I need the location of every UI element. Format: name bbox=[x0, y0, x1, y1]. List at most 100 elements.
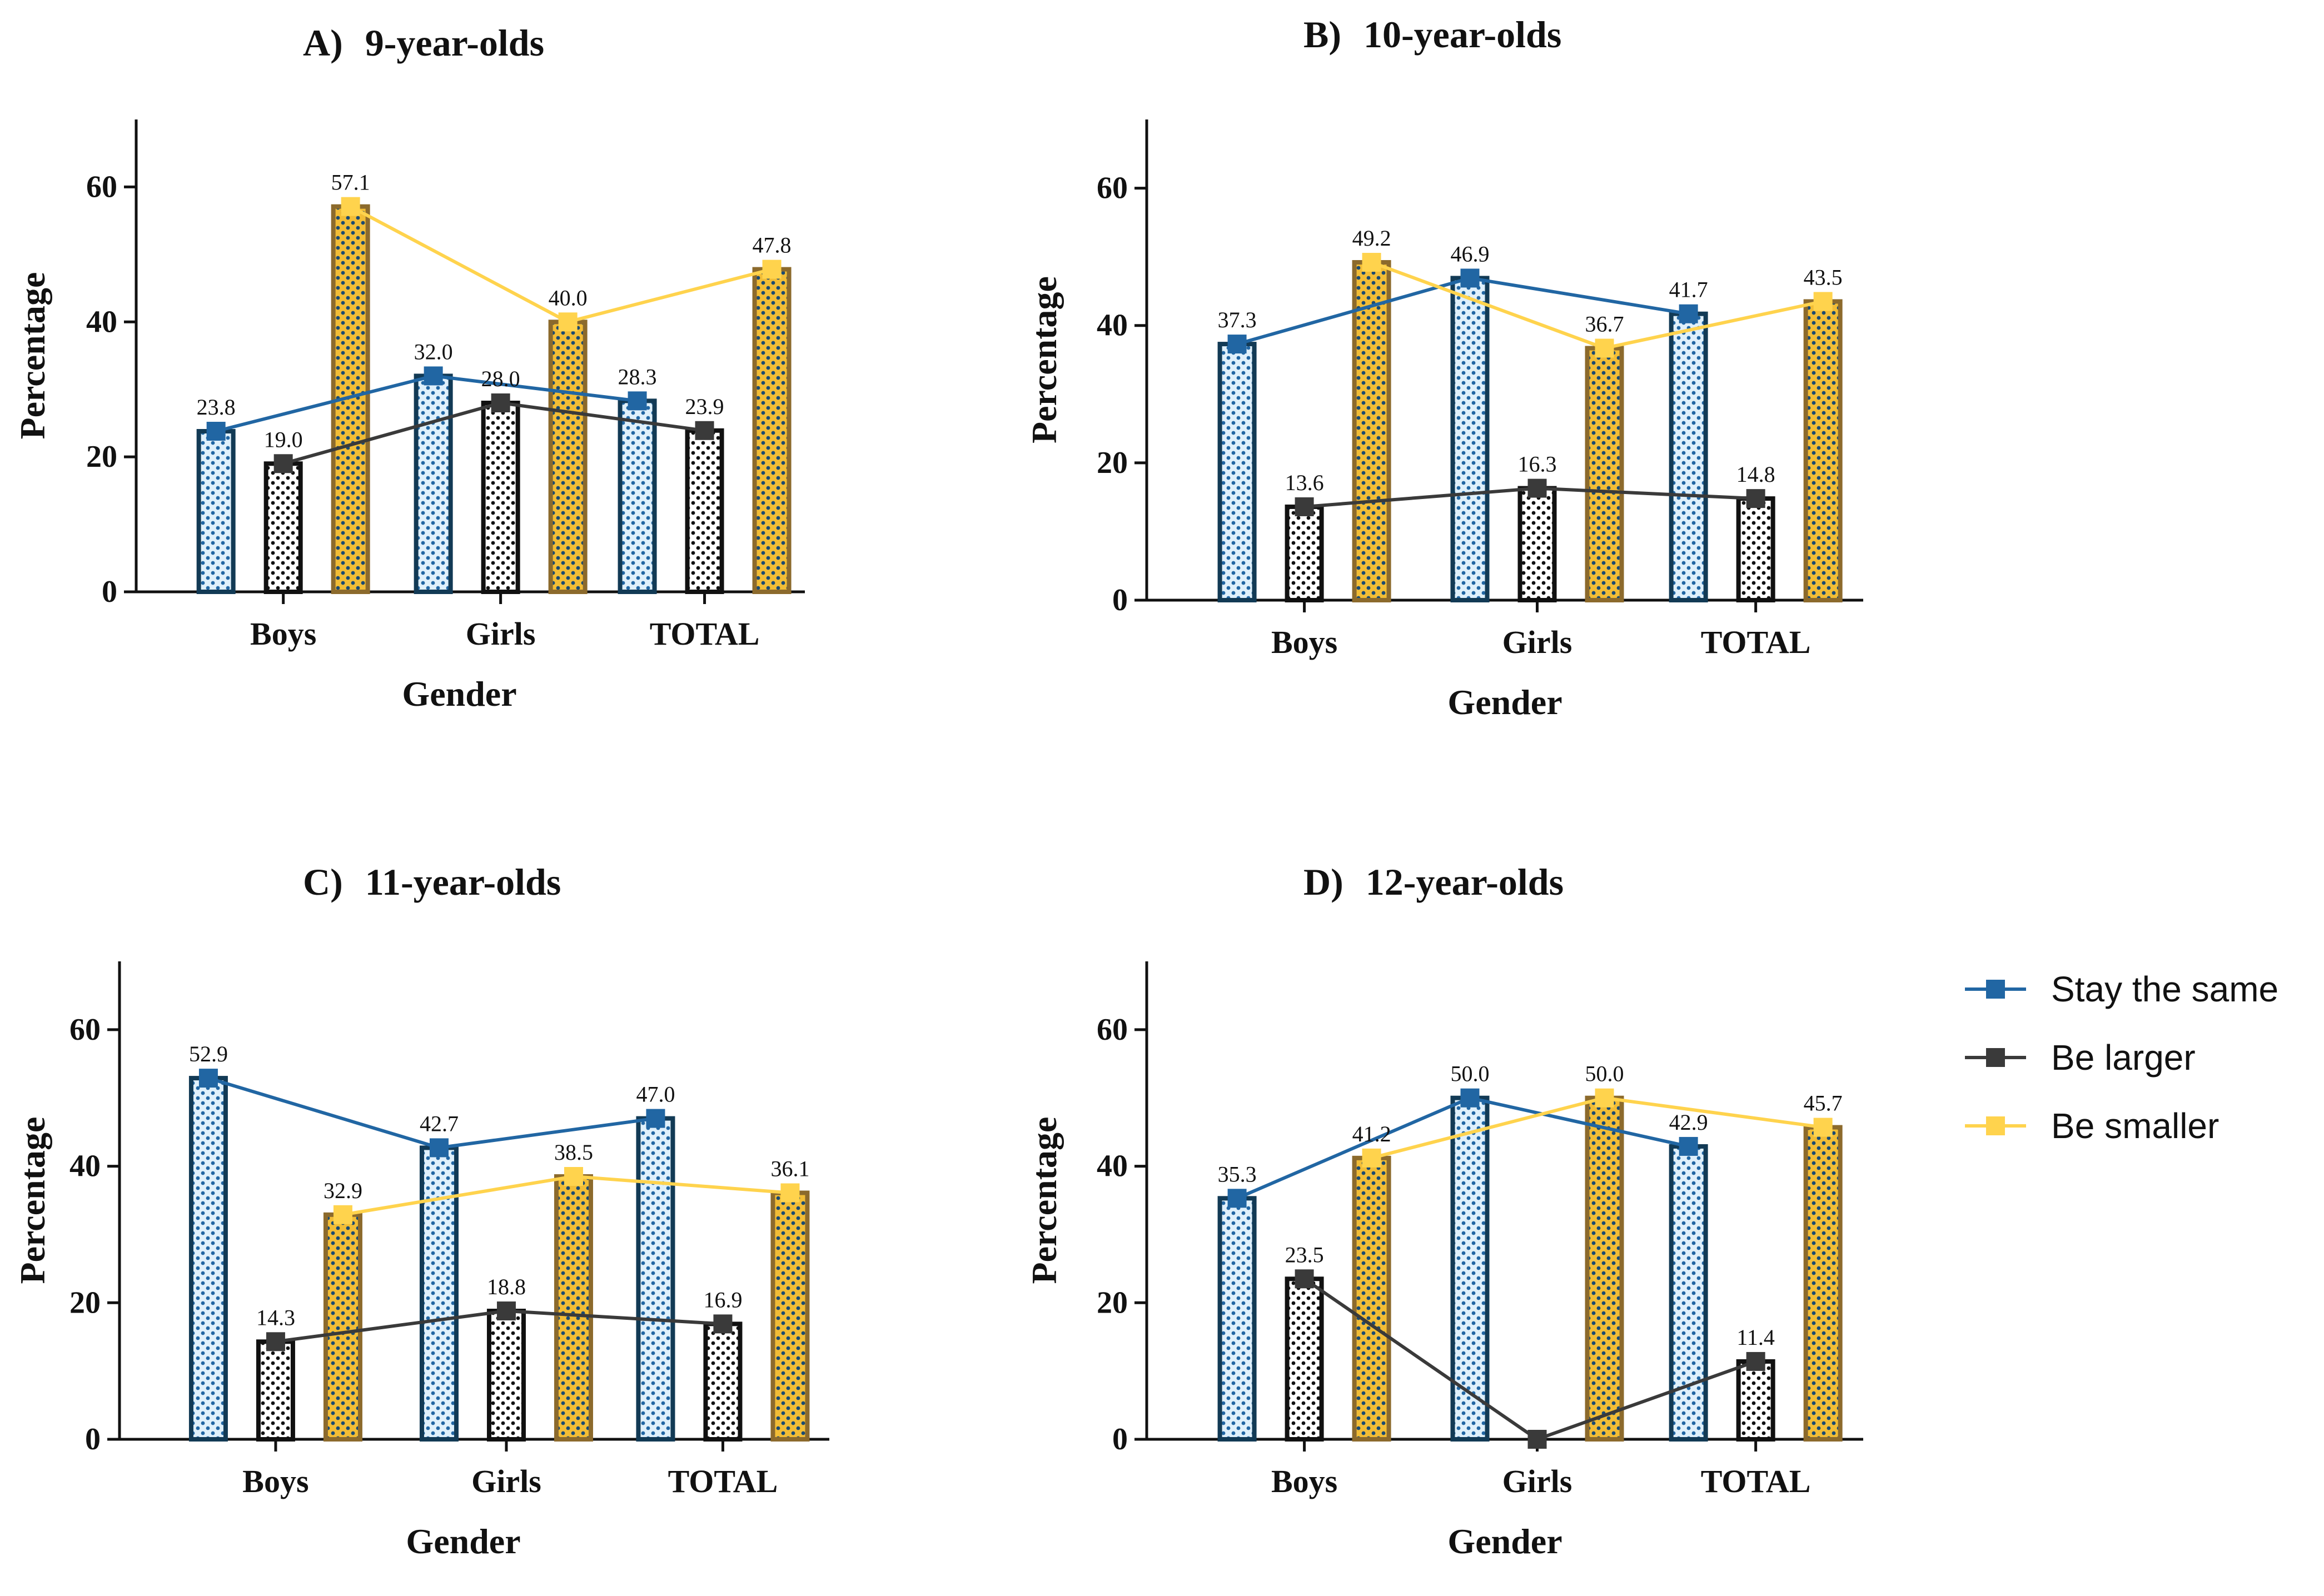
bar-larger bbox=[1736, 496, 1775, 602]
bar-larger bbox=[1736, 1359, 1775, 1442]
bar-smaller bbox=[1803, 1125, 1843, 1442]
y-axis-title: Percentage bbox=[13, 1117, 52, 1284]
y-axis-title: Percentage bbox=[13, 272, 52, 440]
marker-larger bbox=[1746, 1351, 1765, 1371]
marker-stay bbox=[1227, 335, 1247, 354]
bar-stay bbox=[1217, 1196, 1257, 1442]
data-label: 23.8 bbox=[197, 395, 236, 420]
y-tick-label: 0 bbox=[1112, 583, 1128, 617]
legend-marker bbox=[1986, 1048, 2005, 1067]
y-tick-label: 60 bbox=[1097, 171, 1128, 206]
marker-stay bbox=[1679, 304, 1698, 323]
data-label: 46.9 bbox=[1451, 241, 1490, 266]
panel-1: A) 9-year-olds 0 20 40 60 Percentage Boys Girls T… bbox=[13, 22, 805, 714]
panel-title-text: 9-year-olds bbox=[365, 22, 544, 64]
data-label: 50.0 bbox=[1451, 1061, 1490, 1086]
y-axis-title: Percentage bbox=[1024, 1117, 1064, 1284]
data-label: 38.5 bbox=[554, 1140, 593, 1165]
data-label: 13.6 bbox=[1285, 470, 1324, 495]
category-label: Boys bbox=[1271, 1463, 1337, 1499]
legend-marker bbox=[1986, 980, 2005, 999]
data-label: 42.7 bbox=[420, 1111, 459, 1136]
data-label: 36.1 bbox=[770, 1156, 809, 1181]
marker-larger bbox=[266, 1332, 285, 1351]
marker-larger bbox=[1295, 497, 1314, 516]
data-label: 40.0 bbox=[549, 285, 588, 310]
marker-stay bbox=[1460, 268, 1480, 288]
data-label: 11.4 bbox=[1736, 1325, 1775, 1350]
marker-stay bbox=[1460, 1088, 1480, 1108]
category-label: Boys bbox=[242, 1463, 308, 1499]
x-axis-title: Gender bbox=[402, 674, 516, 714]
bar-stay bbox=[636, 1116, 675, 1442]
bar-smaller bbox=[554, 1174, 593, 1442]
panel-4: D) 12-year-olds 0 20 40 60 Percentage Boys Girls… bbox=[1024, 861, 1863, 1561]
data-label: 23.9 bbox=[685, 394, 724, 419]
panel-title-text: 12-year-olds bbox=[1366, 861, 1564, 903]
legend-marker bbox=[1986, 1116, 2005, 1135]
panel-title: C) 11-year-olds bbox=[303, 861, 561, 903]
marker-smaller bbox=[1362, 253, 1381, 272]
bar-smaller bbox=[752, 267, 792, 595]
bar-larger bbox=[1517, 486, 1557, 602]
bar-larger bbox=[1285, 504, 1324, 603]
bar-stay bbox=[1450, 1095, 1490, 1442]
x-axis-title: Gender bbox=[1447, 1522, 1562, 1561]
category-label: TOTAL bbox=[650, 616, 760, 652]
category-label: Girls bbox=[1502, 624, 1572, 660]
data-label: 32.0 bbox=[414, 339, 453, 364]
bar-smaller bbox=[770, 1190, 810, 1442]
bar-smaller bbox=[1352, 1155, 1391, 1442]
y-tick-label: 60 bbox=[86, 169, 117, 204]
legend-item: Be smaller bbox=[1965, 1106, 2219, 1146]
y-tick-label: 0 bbox=[1112, 1422, 1128, 1457]
marker-smaller bbox=[564, 1167, 583, 1186]
marker-smaller bbox=[1813, 292, 1833, 311]
data-label: 41.2 bbox=[1352, 1121, 1391, 1146]
y-tick-label: 40 bbox=[69, 1149, 101, 1184]
data-label: 14.3 bbox=[256, 1305, 295, 1330]
data-label: 37.3 bbox=[1218, 307, 1257, 332]
marker-smaller bbox=[780, 1183, 800, 1203]
category-label: TOTAL bbox=[1701, 1463, 1811, 1499]
bar-larger bbox=[256, 1339, 295, 1442]
marker-smaller bbox=[762, 260, 782, 279]
legend-item: Be larger bbox=[1965, 1038, 2196, 1078]
marker-smaller bbox=[341, 197, 360, 216]
panel-title: B) 10-year-olds bbox=[1303, 13, 1561, 56]
marker-smaller bbox=[333, 1205, 352, 1224]
data-label: 16.9 bbox=[703, 1287, 742, 1312]
marker-larger bbox=[1527, 1430, 1547, 1449]
bar-stay bbox=[618, 398, 657, 594]
bar-stay bbox=[1669, 311, 1708, 602]
marker-larger bbox=[1527, 478, 1547, 498]
data-label: 43.5 bbox=[1804, 265, 1843, 290]
marker-smaller bbox=[1595, 1088, 1614, 1108]
panel-letter: B) bbox=[1303, 13, 1341, 56]
data-label: 41.7 bbox=[1669, 277, 1708, 302]
marker-larger bbox=[491, 393, 510, 412]
marker-larger bbox=[1295, 1269, 1314, 1289]
panel-title: D) 12-year-olds bbox=[1303, 861, 1564, 903]
bar-smaller bbox=[1585, 1095, 1624, 1442]
category-label: TOTAL bbox=[1701, 624, 1811, 660]
data-label: 45.7 bbox=[1804, 1091, 1843, 1116]
data-label: 19.0 bbox=[264, 427, 303, 452]
legend-label: Stay the same bbox=[2051, 969, 2278, 1009]
marker-stay bbox=[429, 1138, 449, 1158]
legend-label: Be larger bbox=[2051, 1038, 2196, 1078]
marker-larger bbox=[273, 454, 293, 473]
bar-larger bbox=[685, 428, 724, 594]
data-label: 35.3 bbox=[1218, 1161, 1257, 1186]
category-label: Boys bbox=[1271, 624, 1337, 660]
data-label: 52.9 bbox=[189, 1041, 228, 1066]
marker-smaller bbox=[1595, 338, 1614, 358]
data-label: 57.1 bbox=[331, 170, 370, 195]
category-label: Girls bbox=[466, 616, 536, 652]
marker-stay bbox=[198, 1069, 218, 1088]
bar-smaller bbox=[323, 1212, 362, 1442]
bar-smaller bbox=[1585, 346, 1624, 602]
category-label: Boys bbox=[250, 616, 316, 652]
data-label: 50.0 bbox=[1585, 1061, 1624, 1086]
